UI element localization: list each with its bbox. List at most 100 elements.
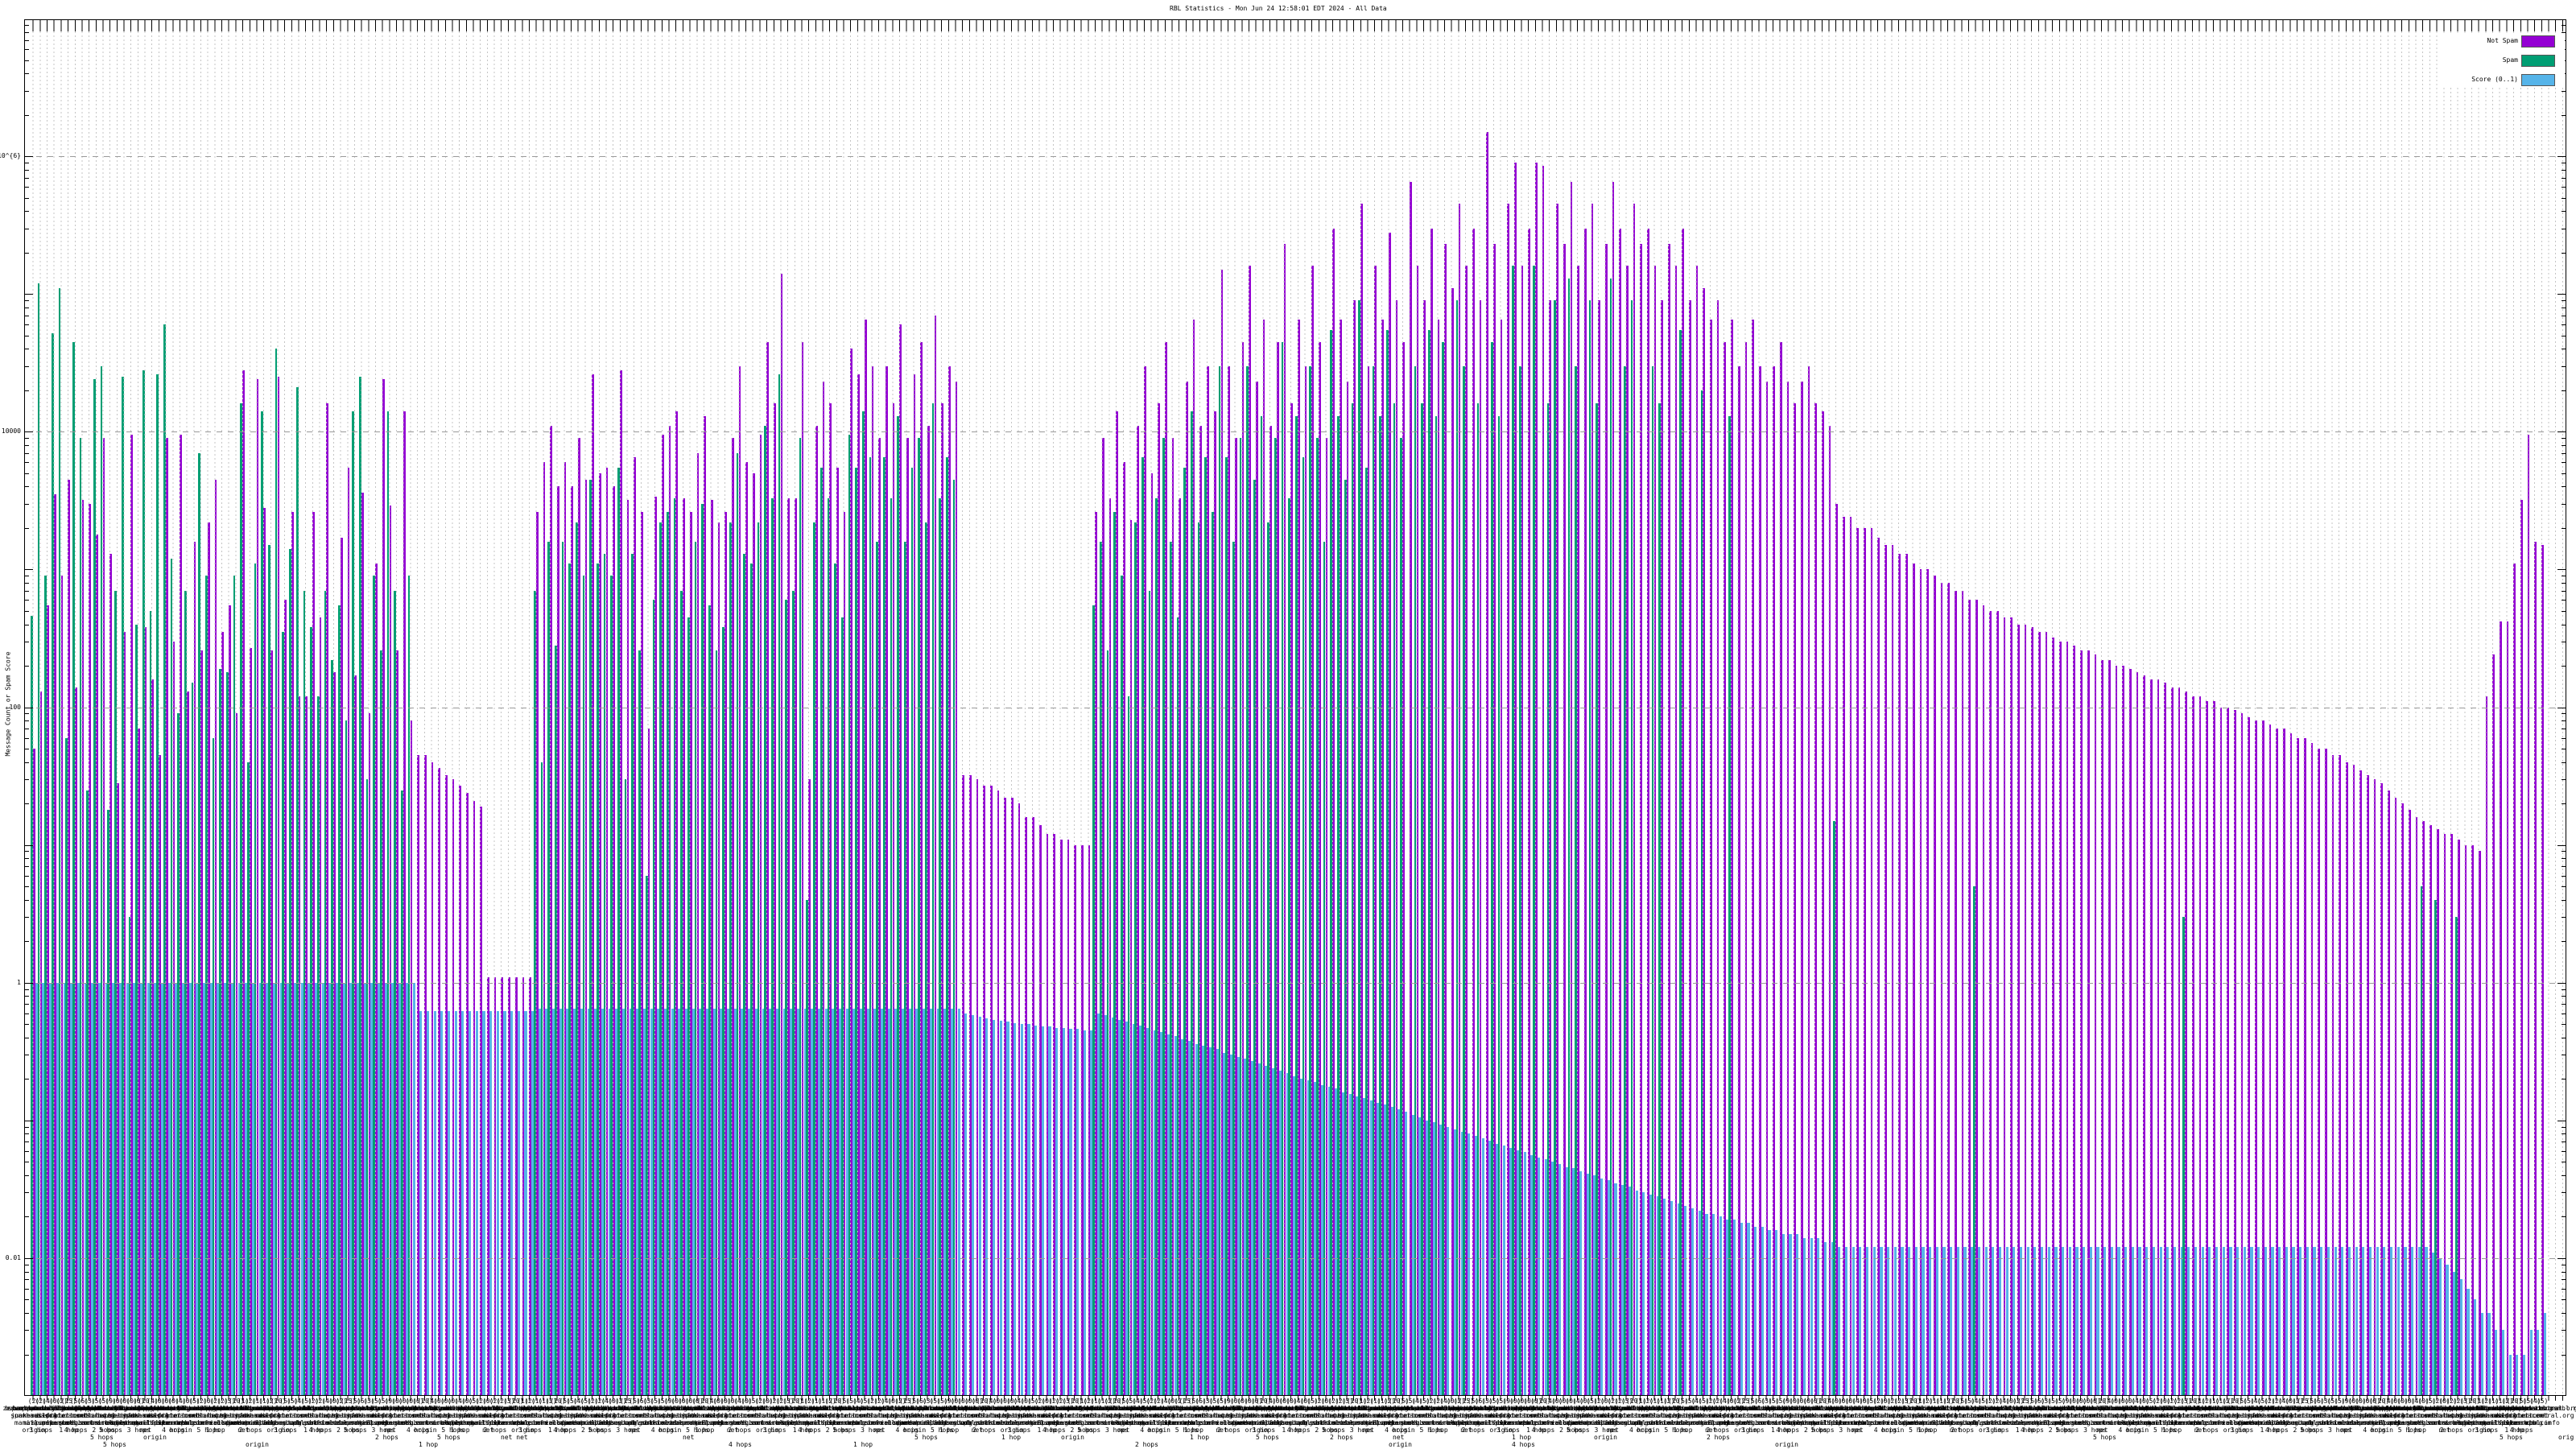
x-label-domain2-141: barracudacentral.org	[980, 1419, 1059, 1426]
x-label-count-2: (4)	[42, 1397, 54, 1405]
x-label-count-91: (9)	[663, 1397, 676, 1405]
x-label-name-19: spam.spamrats.com	[133, 1405, 200, 1412]
x-label-count-137: (4)	[985, 1397, 997, 1405]
x-label-suffix-346: 2 hops	[2439, 1426, 2463, 1434]
x-label-suffix-36: 3 hops	[274, 1426, 297, 1434]
x-label-suffix-25: 5 hops	[196, 1426, 221, 1434]
y-minor-tick	[25, 1279, 29, 1281]
x-label-suffix-5: 1 hop	[59, 1426, 79, 1434]
x-label-domain-148: uceprotect.net	[1040, 1412, 1096, 1419]
y-axis-label: Message Count or Spam Score	[4, 651, 12, 757]
x-label-domain-56: msrbl.net	[407, 1412, 443, 1419]
x-label-name-85: cbl.abuseat.org	[598, 1405, 657, 1412]
x-label-domain2-45: barracudacentral.org	[309, 1419, 387, 1426]
x-label-name-127: ix.dnsbl.manitu.net	[884, 1405, 959, 1412]
x-label-count-145: (0)	[1041, 1397, 1053, 1405]
x-label-name-43: bl.mailspike.net	[303, 1405, 365, 1412]
x-label-suffix-130: 5 hops	[930, 1426, 954, 1434]
x-label-count-56: (10)	[417, 1397, 433, 1405]
x-label-count-81: (2)	[593, 1397, 606, 1405]
x-label-domain2-152: unsubscore.com	[1068, 1419, 1124, 1426]
x-label-suffix-261: net	[1852, 1426, 1864, 1434]
x-label-domain-36: uceprotect.net	[258, 1412, 313, 1419]
x-label-count-129: (5)	[929, 1397, 941, 1405]
x-label-domain2-75: msrbl.net	[540, 1419, 576, 1426]
y-minor-tick	[2562, 1330, 2566, 1331]
x-label-domain-138: sorbs.net	[980, 1412, 1016, 1419]
x-label-count-79: (5)	[580, 1397, 592, 1405]
x-label-name-108: bl.spamcop.net	[761, 1405, 816, 1412]
x-label-domain-154: sorbs.net	[1092, 1412, 1128, 1419]
x-label-name-98: noptr.spamrats.com	[683, 1405, 753, 1412]
x-label-domain2-3: spamhaus.org	[31, 1419, 78, 1426]
x-label-domain2-47: uceprotect.net	[335, 1419, 390, 1426]
x-label-count-37: (5)	[286, 1397, 299, 1405]
x-label-count-114: (2)	[824, 1397, 836, 1405]
x-label-suffix-81: 5 hops	[588, 1426, 612, 1434]
y-minor-tick	[25, 1174, 29, 1176]
x-label-suffix-71: 3 hops	[518, 1426, 542, 1434]
x-label-domain-132: uceprotect.net	[929, 1412, 984, 1419]
y-minor-tick	[2562, 1216, 2566, 1218]
x-label-name-57: truncate.gbudb.net	[397, 1405, 468, 1412]
x-label-domain2-17: junkemailfilter.com	[115, 1419, 190, 1426]
x-label-count-60: (0)	[447, 1397, 460, 1405]
x-label-count-9: (5)	[90, 1397, 103, 1405]
y-minor-tick	[25, 197, 29, 199]
x-label-sparse-a-4: net net	[501, 1434, 528, 1441]
legend-swatch-score	[2521, 74, 2555, 86]
x-label-domain-114: junkemailfilter.com	[793, 1412, 868, 1419]
x-label-domain2-135: wpbl.info	[960, 1419, 995, 1426]
x-label-name-23: hostkarma.junkemailfilter.com	[138, 1405, 251, 1412]
x-label-domain2-84: abuseat.org	[599, 1419, 642, 1426]
x-label-count-32: (1)	[251, 1397, 264, 1405]
x-label-count-83: (0)	[608, 1397, 620, 1405]
x-label-name-51: psbl.surriel.com	[359, 1405, 422, 1412]
x-label-name-92: dnsbl.sorbs.net	[647, 1405, 706, 1412]
x-label-suffix-61: 1 hop	[450, 1426, 470, 1434]
y-minor-tick	[25, 1330, 29, 1331]
x-label-count-153: (1)	[1096, 1397, 1109, 1405]
x-label-domain2-105: sorbs.net	[749, 1419, 786, 1426]
y-minor-tick	[2562, 452, 2566, 454]
x-label-name-74: dnsbl.sorbs.net	[522, 1405, 580, 1412]
x-label-domain2-66: mailspike.net	[469, 1419, 521, 1426]
x-label-name-129: hostkarma.junkemailfilter.com	[878, 1405, 992, 1412]
x-label-domain2-56: unsubscore.com	[398, 1419, 452, 1426]
x-label-count-17: (4)	[147, 1397, 159, 1405]
x-label-domain2-134: gbudb.net	[952, 1419, 988, 1426]
x-label-count-142: (0)	[1020, 1397, 1032, 1405]
y-minor-tick	[25, 803, 29, 805]
y-minor-tick	[25, 866, 29, 868]
y-minor-tick	[25, 886, 29, 888]
x-label-suffix-91: origin	[658, 1426, 682, 1434]
y-minor-tick	[25, 989, 29, 990]
y-major-tick	[2557, 156, 2566, 158]
x-label-suffix-241: 2 hops	[1706, 1426, 1730, 1434]
x-label-count-68: (3)	[502, 1397, 515, 1405]
x-label-suffix-6: 4 hops	[64, 1426, 88, 1434]
y-minor-tick	[25, 1024, 29, 1026]
x-label-suffix-65: net	[481, 1426, 494, 1434]
x-label-domain-100: uceprotect.net	[705, 1412, 760, 1419]
y-minor-tick	[25, 452, 29, 454]
x-label-domain-90: sorbs.net	[645, 1412, 680, 1419]
x-label-domain2-147: spamhaus.org	[1038, 1419, 1084, 1426]
x-label-suffix-321: 4 hops	[2264, 1426, 2289, 1434]
x-label-domain-156: wpbl.info	[1106, 1412, 1141, 1419]
x-label-name-20: b.barracudacentral.org	[130, 1405, 217, 1412]
x-label-domain-74: sorbs.net	[533, 1412, 568, 1419]
x-label-domain2-48: manitu.net	[349, 1419, 389, 1426]
x-label-name-1: spam.spamrats.com	[7, 1405, 74, 1412]
x-label-name-79: bl.mailspike.net	[555, 1405, 617, 1412]
y-minor-tick	[2562, 1192, 2566, 1194]
y-minor-tick	[25, 49, 29, 50]
y-minor-tick	[25, 1141, 29, 1143]
plot-border	[24, 19, 2566, 1396]
x-label-suffix-141: 3 hops	[1007, 1426, 1031, 1434]
x-label-name-132: ubl.unsubscore.com	[921, 1405, 992, 1412]
x-label-name-84: truncate.gbudb.net	[585, 1405, 656, 1412]
x-label-count-120: (2)	[866, 1397, 878, 1405]
